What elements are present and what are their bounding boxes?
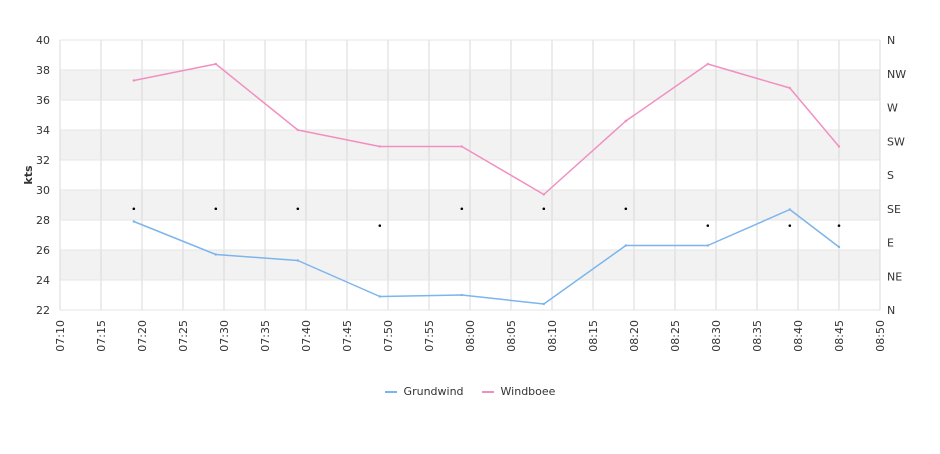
data-point-windboee: [624, 119, 627, 123]
x-tick-label: 08:30: [710, 320, 723, 352]
y-tick-label: 38: [36, 64, 50, 77]
x-tick-label: 07:30: [218, 320, 231, 352]
y-tick-label: 34: [36, 124, 50, 137]
data-point-grundwind: [706, 244, 709, 247]
data-point-grundwind: [296, 259, 299, 262]
y-tick-label: 40: [36, 34, 50, 47]
y2-tick-label: E: [887, 237, 894, 250]
data-point-grundwind: [214, 253, 217, 256]
y-axis-title: kts: [22, 165, 35, 185]
y2-tick-label: N: [887, 304, 895, 317]
x-tick-label: 08:40: [792, 320, 805, 352]
data-point-windboee: [132, 79, 135, 82]
data-point-grundwind: [788, 208, 791, 211]
y2-tick-label: W: [887, 102, 898, 115]
data-point-windboee: [542, 193, 545, 196]
x-tick-label: 07:20: [136, 320, 149, 352]
x-tick-label: 08:00: [464, 320, 477, 352]
x-tick-label: 08:05: [505, 320, 518, 352]
direction-marker: [460, 207, 464, 211]
legend-item-windboee[interactable]: Windboee: [481, 385, 556, 398]
x-tick-label: 08:20: [628, 320, 641, 352]
x-tick-label: 07:40: [300, 320, 313, 352]
data-point-grundwind: [378, 295, 381, 298]
direction-marker: [378, 224, 382, 227]
x-tick-label: 07:50: [382, 320, 395, 352]
x-tick-label: 08:25: [669, 320, 682, 352]
data-point-windboee: [296, 128, 299, 132]
x-tick-label: 07:10: [54, 320, 67, 352]
y2-tick-label: NW: [887, 68, 906, 81]
direction-marker: [214, 207, 218, 211]
y-tick-label: 24: [36, 274, 50, 287]
data-point-windboee: [378, 145, 381, 148]
legend-label-grundwind: Grundwind: [403, 385, 464, 398]
series-line-grundwind: [133, 208, 840, 305]
legend-swatch-grundwind: [384, 390, 397, 393]
y2-tick-label: SW: [887, 135, 905, 148]
x-tick-label: 08:15: [587, 320, 600, 352]
data-point-windboee: [706, 62, 709, 66]
legend-item-grundwind[interactable]: Grundwind: [384, 385, 464, 398]
data-point-grundwind: [132, 220, 135, 223]
data-point-grundwind: [542, 302, 545, 306]
y2-tick-label: NE: [887, 270, 902, 283]
data-point-windboee: [837, 145, 841, 148]
x-tick-label: 07:35: [259, 320, 272, 352]
data-point-grundwind: [624, 244, 627, 247]
direction-marker: [132, 207, 136, 211]
data-point-grundwind: [837, 245, 841, 249]
x-tick-label: 08:45: [833, 320, 846, 352]
direction-marker: [706, 224, 710, 227]
x-tick-label: 08:10: [546, 320, 559, 352]
y2-tick-label: S: [887, 169, 894, 182]
x-tick-label: 07:55: [423, 320, 436, 352]
y2-tick-label: N: [887, 34, 895, 47]
data-point-windboee: [214, 62, 217, 66]
y2-tick-label: SE: [887, 203, 901, 216]
y-tick-label: 30: [36, 184, 50, 197]
legend-swatch-windboee: [481, 390, 494, 393]
y-tick-label: 28: [36, 214, 50, 227]
legend-label-windboee: Windboee: [500, 385, 556, 398]
chart-legend: Grundwind Windboee: [0, 385, 940, 398]
x-tick-label: 07:25: [177, 320, 190, 352]
x-tick-label: 07:15: [95, 320, 108, 352]
data-point-windboee: [460, 145, 463, 148]
direction-marker: [542, 207, 546, 211]
series-line-windboee: [133, 63, 840, 196]
y-tick-label: 22: [36, 304, 50, 317]
direction-marker: [296, 207, 300, 211]
direction-marker: [837, 224, 841, 227]
x-tick-label: 08:35: [751, 320, 764, 352]
y-tick-label: 32: [36, 154, 50, 167]
y-tick-label: 36: [36, 94, 50, 107]
data-point-windboee: [788, 86, 791, 90]
y-tick-label: 26: [36, 244, 50, 257]
x-tick-label: 08:50: [874, 320, 887, 352]
x-tick-label: 07:45: [341, 320, 354, 352]
direction-marker: [624, 207, 628, 211]
data-point-grundwind: [460, 293, 463, 297]
direction-marker: [788, 224, 792, 227]
